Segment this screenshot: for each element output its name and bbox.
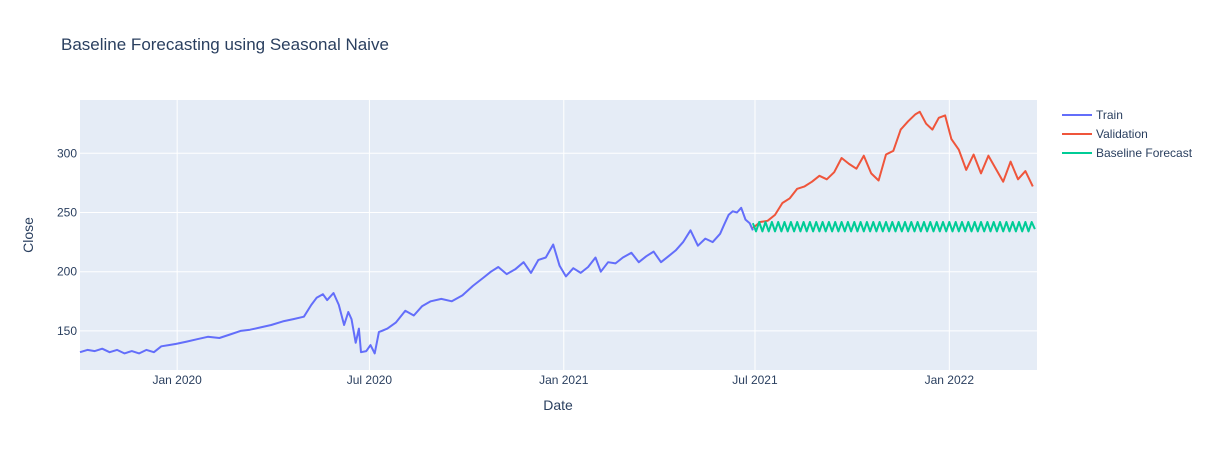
legend-label-validation: Validation [1096, 127, 1148, 141]
legend-label-baseline-forecast: Baseline Forecast [1096, 146, 1193, 160]
chart-title: Baseline Forecasting using Seasonal Naiv… [61, 35, 389, 54]
y-tick-label: 250 [57, 206, 77, 220]
y-tick-label: 300 [57, 146, 77, 160]
legend: Train Validation Baseline Forecast [1062, 108, 1193, 160]
x-axis-ticks: Jan 2020 Jul 2020 Jan 2021 Jul 2021 Jan 2022 [152, 373, 974, 387]
legend-label-train: Train [1096, 108, 1123, 122]
y-tick-label: 200 [57, 265, 77, 279]
baseline-forecast-line [751, 221, 1036, 233]
x-tick-label: Jan 2022 [925, 373, 975, 387]
x-tick-label: Jan 2021 [539, 373, 589, 387]
series-lines [79, 110, 1036, 355]
y-axis-title: Close [20, 217, 36, 253]
x-axis-title: Date [543, 397, 573, 413]
validation-line [752, 110, 1034, 229]
train-line [79, 206, 754, 355]
y-tick-label: 150 [57, 324, 77, 338]
plot-area [80, 100, 1037, 370]
grid [80, 100, 1037, 370]
y-axis-ticks: 150 200 250 300 [57, 146, 77, 338]
x-tick-label: Jul 2021 [732, 373, 778, 387]
x-tick-label: Jul 2020 [347, 373, 393, 387]
x-tick-label: Jan 2020 [152, 373, 202, 387]
